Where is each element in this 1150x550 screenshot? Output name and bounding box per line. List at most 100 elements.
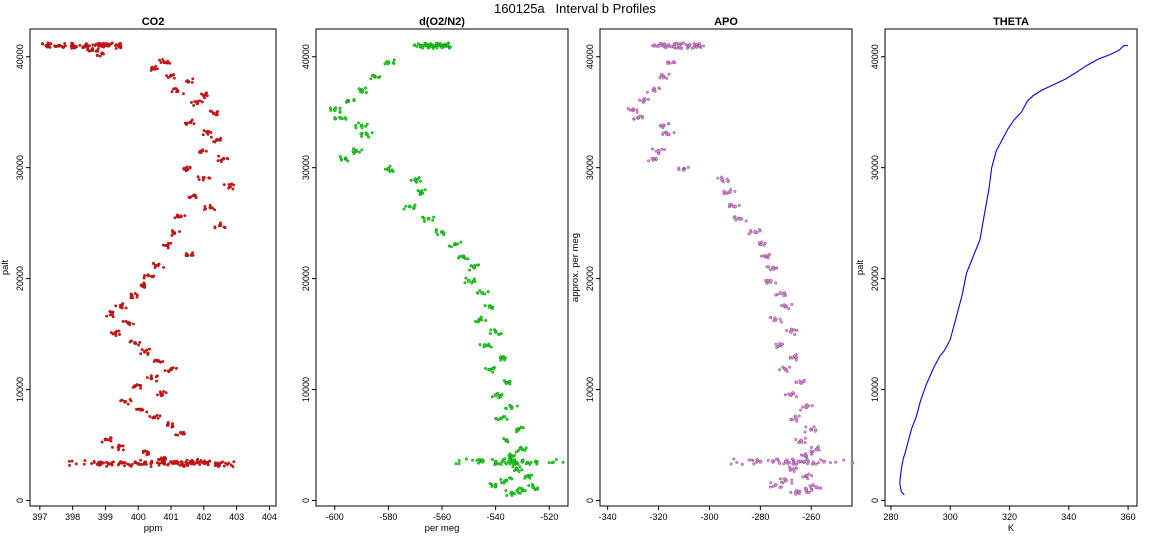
- data-point: [802, 380, 806, 383]
- data-point: [759, 242, 763, 246]
- data-point: [70, 41, 74, 45]
- data-point: [782, 477, 786, 481]
- panel-title: APO: [714, 16, 738, 28]
- data-point: [169, 366, 173, 370]
- data-point: [504, 381, 508, 385]
- data-point: [211, 111, 216, 116]
- data-point: [222, 464, 226, 468]
- data-point: [477, 458, 481, 462]
- data-point: [773, 316, 777, 320]
- data-point: [795, 466, 799, 470]
- data-point: [111, 315, 115, 319]
- data-point: [231, 465, 235, 469]
- data-point: [392, 58, 396, 62]
- data-point: [193, 100, 197, 103]
- data-point: [369, 77, 373, 81]
- data-point: [166, 76, 170, 80]
- data-point: [159, 60, 163, 64]
- data-point: [145, 348, 149, 352]
- data-point: [769, 481, 773, 485]
- data-point: [383, 62, 387, 66]
- data-point: [702, 44, 706, 48]
- data-point: [360, 126, 364, 130]
- data-point: [435, 46, 439, 50]
- y-tick-label: 0: [585, 498, 595, 503]
- y-tick-label: 40000: [15, 44, 25, 69]
- data-point: [493, 484, 497, 488]
- data-point: [189, 253, 193, 257]
- data-point: [792, 470, 796, 473]
- data-point: [364, 124, 368, 128]
- data-point: [500, 481, 503, 485]
- data-point: [787, 465, 791, 469]
- data-point: [510, 407, 513, 411]
- data-point: [407, 204, 412, 209]
- data-point: [217, 224, 221, 228]
- data-point: [145, 453, 149, 457]
- data-point: [189, 462, 193, 466]
- data-point: [110, 460, 114, 464]
- data-point: [191, 251, 195, 255]
- data-point: [434, 41, 438, 45]
- data-point: [521, 426, 525, 430]
- data-point: [63, 44, 67, 48]
- data-point: [561, 460, 565, 464]
- data-point: [67, 459, 71, 463]
- data-point: [750, 458, 754, 462]
- data-point: [850, 462, 854, 466]
- data-point: [123, 400, 127, 404]
- data-point: [424, 44, 428, 47]
- data-point: [182, 430, 186, 434]
- data-point: [799, 408, 803, 412]
- data-point: [152, 262, 155, 265]
- data-point: [419, 44, 423, 48]
- panel-theta: THETA 280 300 320 340 360 0 10000 20000 30000 4000…: [855, 16, 1138, 534]
- data-point: [213, 225, 217, 229]
- data-point: [516, 462, 520, 466]
- data-point: [93, 43, 97, 47]
- data-point: [788, 365, 792, 369]
- data-point: [338, 106, 342, 110]
- data-point: [146, 351, 150, 355]
- data-point: [149, 374, 153, 378]
- data-point: [56, 44, 60, 48]
- data-point: [206, 132, 210, 136]
- x-tick-label: -540: [487, 512, 505, 522]
- data-point: [803, 441, 807, 444]
- y-tick-label: 20000: [15, 266, 25, 291]
- y-tick-label: 10000: [301, 377, 311, 402]
- data-point: [798, 459, 802, 463]
- data-point: [164, 244, 167, 247]
- data-point: [201, 133, 205, 137]
- data-point: [529, 460, 533, 464]
- data-point: [199, 458, 203, 462]
- data-point: [149, 465, 153, 468]
- data-point: [178, 230, 181, 233]
- data-point: [104, 42, 107, 46]
- data-point: [162, 389, 166, 393]
- data-point: [688, 43, 692, 47]
- data-point: [456, 242, 460, 246]
- data-point: [172, 230, 176, 234]
- data-point: [476, 291, 480, 295]
- data-point: [167, 241, 170, 245]
- data-point: [139, 386, 143, 390]
- data-point: [177, 215, 181, 219]
- data-point: [660, 43, 663, 47]
- data-point: [98, 54, 102, 58]
- data-point: [785, 369, 789, 373]
- data-point: [502, 355, 505, 358]
- data-point: [133, 292, 137, 295]
- data-point: [119, 41, 122, 45]
- data-point: [411, 206, 415, 210]
- data-point: [184, 167, 188, 171]
- data-point: [221, 156, 226, 161]
- data-point: [173, 87, 177, 91]
- data-point: [149, 460, 154, 465]
- data-point: [692, 46, 696, 49]
- data-point: [780, 480, 783, 484]
- data-point: [155, 67, 159, 71]
- figure-title: 160125a Interval b Profiles: [494, 1, 656, 16]
- panel-apo: APO -340 -320 -300 -280 -260 0 10000 20000 30000 4…: [570, 16, 855, 522]
